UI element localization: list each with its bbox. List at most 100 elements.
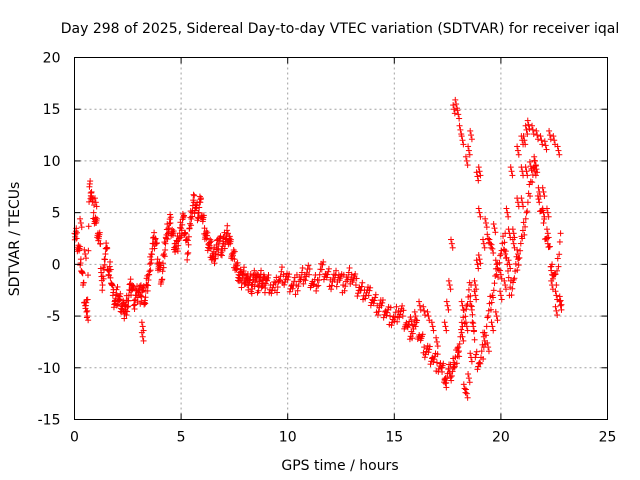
- data-point: [463, 323, 470, 330]
- data-point: [341, 287, 348, 294]
- data-point: [503, 255, 510, 262]
- data-point: [477, 360, 484, 367]
- data-point: [397, 308, 404, 315]
- data-point: [550, 133, 557, 140]
- data-point: [520, 203, 527, 210]
- data-point: [450, 355, 457, 362]
- data-point: [539, 141, 546, 148]
- data-point: [107, 274, 114, 281]
- data-point: [468, 354, 475, 361]
- data-point: [468, 358, 475, 365]
- data-point: [117, 290, 124, 297]
- data-point: [554, 143, 561, 150]
- data-point: [433, 359, 440, 366]
- data-point: [493, 261, 500, 268]
- data-point: [185, 241, 192, 248]
- data-point: [320, 258, 327, 265]
- data-point: [471, 327, 478, 334]
- data-point: [92, 214, 99, 221]
- data-point: [553, 307, 560, 314]
- data-point: [161, 253, 168, 260]
- data-point: [471, 277, 478, 284]
- data-point: [138, 319, 145, 326]
- data-point: [354, 293, 361, 300]
- data-point: [365, 292, 372, 299]
- data-point: [542, 142, 549, 149]
- data-point: [146, 268, 153, 275]
- data-point: [175, 242, 182, 249]
- data-point: [525, 121, 532, 128]
- data-point: [184, 237, 191, 244]
- data-point: [153, 239, 160, 246]
- data-point: [422, 312, 429, 319]
- data-point: [87, 189, 94, 196]
- data-point: [467, 127, 474, 134]
- data-point: [248, 282, 255, 289]
- x-tick-label: 5: [177, 430, 186, 446]
- data-point: [352, 271, 359, 278]
- data-point: [465, 147, 472, 154]
- data-point: [479, 236, 486, 243]
- data-point: [185, 249, 192, 256]
- data-point: [434, 351, 441, 358]
- data-point: [200, 212, 207, 219]
- data-point: [553, 292, 560, 299]
- data-point: [328, 282, 335, 289]
- data-point: [475, 164, 482, 171]
- data-point: [372, 291, 379, 298]
- data-point: [464, 301, 471, 308]
- x-tick-label: 0: [70, 430, 79, 446]
- data-point: [532, 157, 539, 164]
- data-point: [159, 260, 166, 267]
- data-point: [523, 209, 530, 216]
- data-point: [546, 127, 553, 134]
- data-point: [316, 271, 323, 278]
- data-point: [85, 272, 92, 279]
- data-point: [467, 292, 474, 299]
- data-point: [188, 222, 195, 229]
- data-point: [464, 394, 471, 401]
- data-point: [552, 303, 559, 310]
- data-point: [122, 307, 129, 314]
- data-point: [514, 246, 521, 253]
- data-point: [461, 385, 468, 392]
- data-point: [456, 122, 463, 129]
- data-point: [488, 319, 495, 326]
- data-point: [548, 277, 555, 284]
- data-point: [91, 195, 98, 202]
- data-point: [78, 224, 85, 231]
- data-point: [529, 179, 536, 186]
- data-point: [196, 204, 203, 211]
- data-point: [342, 283, 349, 290]
- data-point: [491, 280, 498, 287]
- data-point: [487, 240, 494, 247]
- data-point: [87, 178, 94, 185]
- data-point: [433, 334, 440, 341]
- data-point: [497, 288, 504, 295]
- data-point: [383, 312, 390, 319]
- data-point: [475, 252, 482, 259]
- data-point: [475, 177, 482, 184]
- data-point: [448, 236, 455, 243]
- data-point: [462, 153, 469, 160]
- data-point: [494, 317, 501, 324]
- data-point: [127, 276, 134, 283]
- data-point: [277, 273, 284, 280]
- data-point: [538, 137, 545, 144]
- data-point: [407, 314, 414, 321]
- data-point: [286, 271, 293, 278]
- data-point: [497, 252, 504, 259]
- data-point: [532, 168, 539, 175]
- data-point: [459, 333, 466, 340]
- data-point: [524, 172, 531, 179]
- data-point: [433, 338, 440, 345]
- data-point: [384, 309, 391, 316]
- data-point: [201, 225, 208, 232]
- data-point: [93, 203, 100, 210]
- data-point: [102, 251, 109, 258]
- data-point: [151, 229, 158, 236]
- data-point: [147, 260, 154, 267]
- data-point: [294, 287, 301, 294]
- data-point: [148, 256, 155, 263]
